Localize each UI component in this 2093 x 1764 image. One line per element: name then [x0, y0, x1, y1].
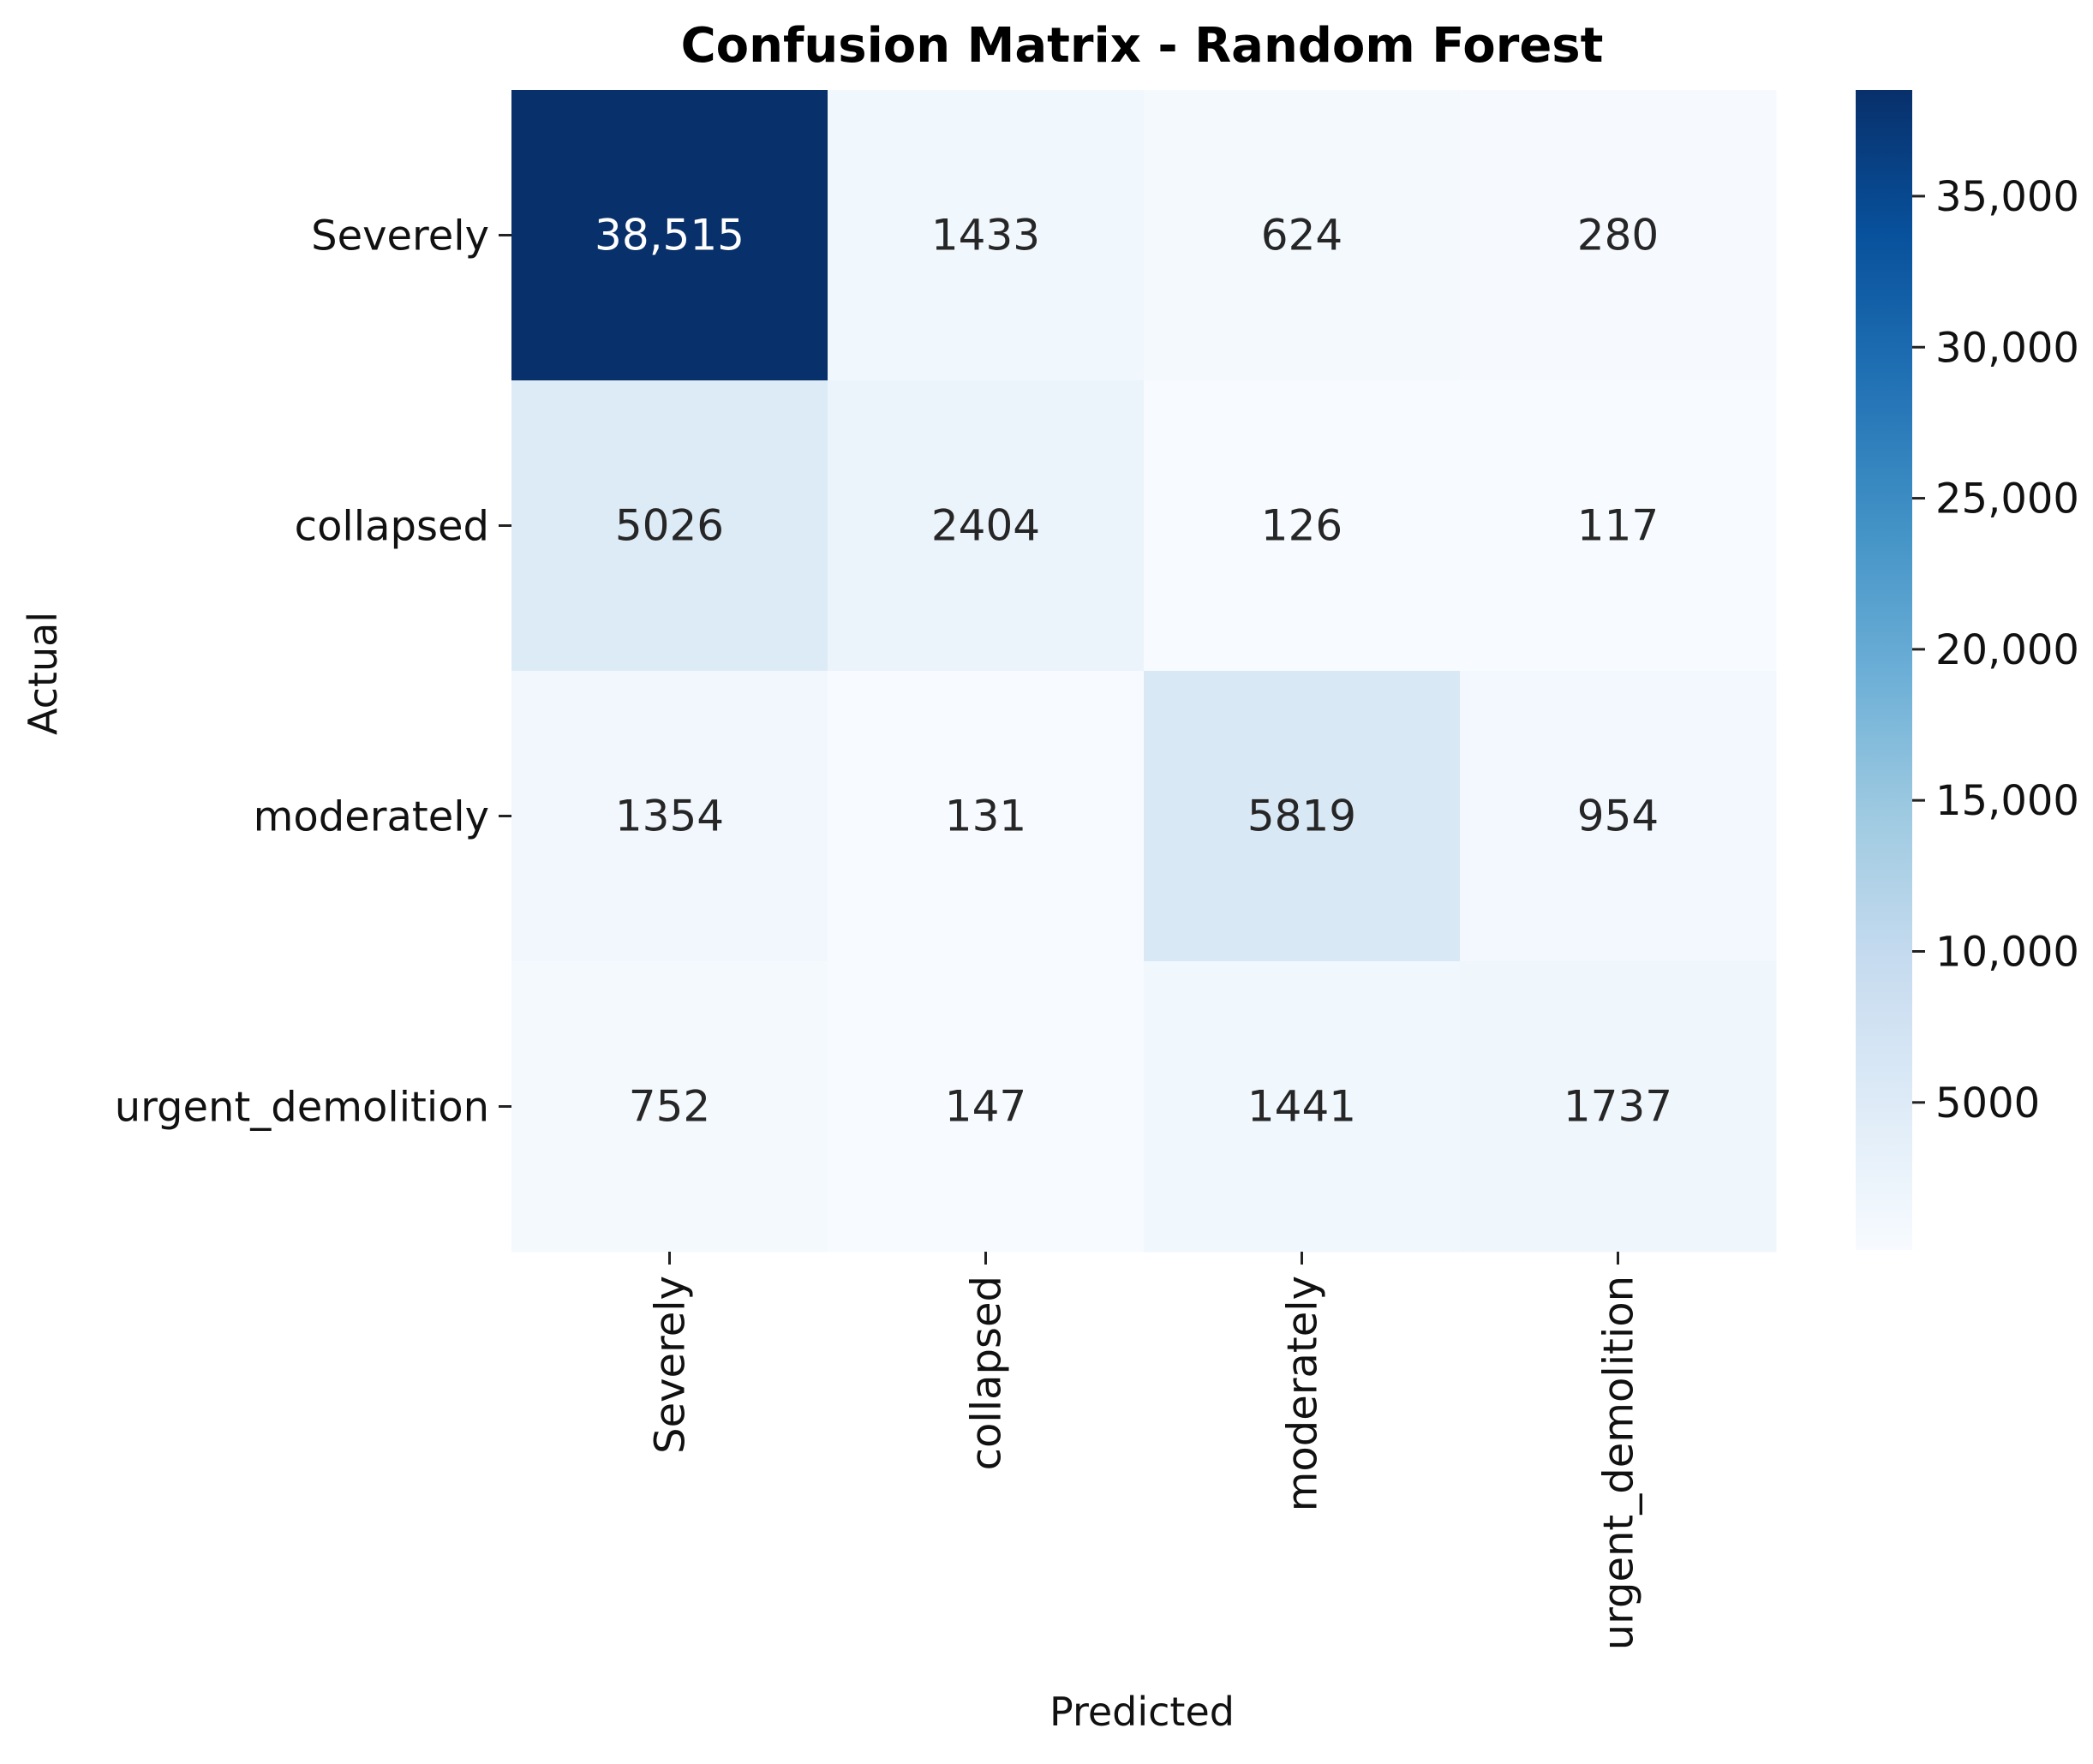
colorbar-tick-label: 5000 [1935, 1079, 2040, 1127]
heatmap-cells [511, 90, 1777, 1253]
cell-value-label: 624 [1261, 211, 1343, 260]
heatmap-cell [511, 671, 828, 962]
chart-title: Confusion Matrix - Random Forest [681, 18, 1604, 74]
cell-value-label: 126 [1261, 501, 1343, 551]
x-axis-label: Predicted [1049, 1689, 1235, 1735]
cell-value-label: 954 [1577, 792, 1659, 841]
colorbar-gradient [1856, 90, 1912, 1250]
y-tick-label: collapsed [295, 503, 489, 551]
cell-value-label: 280 [1577, 211, 1659, 260]
cell-value-label: 1354 [615, 792, 724, 841]
heatmap-cell [1460, 671, 1777, 962]
cell-value-label: 752 [629, 1082, 710, 1132]
cell-value-label: 5819 [1247, 792, 1356, 841]
cell-value-label: 5026 [615, 501, 724, 551]
x-tick-label: collapsed [963, 1276, 1011, 1470]
colorbar-tick-label: 35,000 [1935, 173, 2079, 221]
cell-value-label: 2404 [931, 501, 1040, 551]
x-axis: Severely collapsed moderately urgent_demoli… [647, 1252, 1643, 1650]
cell-value-label: 1737 [1564, 1082, 1672, 1132]
heatmap-cell [511, 380, 828, 672]
cell-value-label: 147 [945, 1082, 1026, 1132]
heatmap-cell [1460, 961, 1777, 1253]
x-tick-label: urgent_demolition [1595, 1276, 1643, 1650]
cell-value-label: 1441 [1247, 1082, 1356, 1132]
colorbar-tick-label: 15,000 [1935, 777, 2079, 825]
y-tick-label: moderately [254, 793, 489, 841]
cell-value-label: 117 [1577, 501, 1659, 551]
heatmap-cell [828, 961, 1145, 1253]
colorbar-ticks: 5000 10,000 15,000 20,000 25,000 30,000 35,000 [1912, 173, 2079, 1127]
y-axis: Severely collapsed moderately urgent_demoli… [115, 212, 511, 1132]
heatmap-cell [1144, 961, 1461, 1253]
colorbar-tick-label: 20,000 [1935, 626, 2079, 674]
colorbar-tick-label: 10,000 [1935, 929, 2079, 977]
colorbar: 5000 10,000 15,000 20,000 25,000 30,000 35,000 [1856, 90, 2079, 1250]
cell-value-label: 131 [945, 792, 1026, 841]
x-tick-label: moderately [1279, 1276, 1327, 1511]
heatmap-cell [828, 90, 1145, 381]
heatmap-cell [511, 961, 828, 1253]
heatmap-cell-labels: 38,515 1433 624 280 5026 2404 126 117 1354 131 581… [595, 211, 1672, 1132]
heatmap-cell [1460, 380, 1777, 672]
y-axis-label: Actual [20, 612, 66, 735]
y-tick-label: Severely [311, 212, 489, 260]
heatmap-cell [828, 380, 1145, 672]
cell-value-label: 38,515 [595, 211, 745, 260]
colorbar-tick-label: 30,000 [1935, 324, 2079, 372]
colorbar-tick-label: 25,000 [1935, 475, 2079, 523]
cell-value-label: 1433 [931, 211, 1040, 260]
heatmap-cell [511, 90, 828, 381]
y-tick-label: urgent_demolition [115, 1084, 489, 1132]
heatmap-cell [1144, 380, 1461, 672]
heatmap-cell [1460, 90, 1777, 381]
x-tick-label: Severely [647, 1276, 695, 1454]
heatmap-cell [1144, 90, 1461, 381]
heatmap-cell [828, 671, 1145, 962]
heatmap-cell [1144, 671, 1461, 962]
